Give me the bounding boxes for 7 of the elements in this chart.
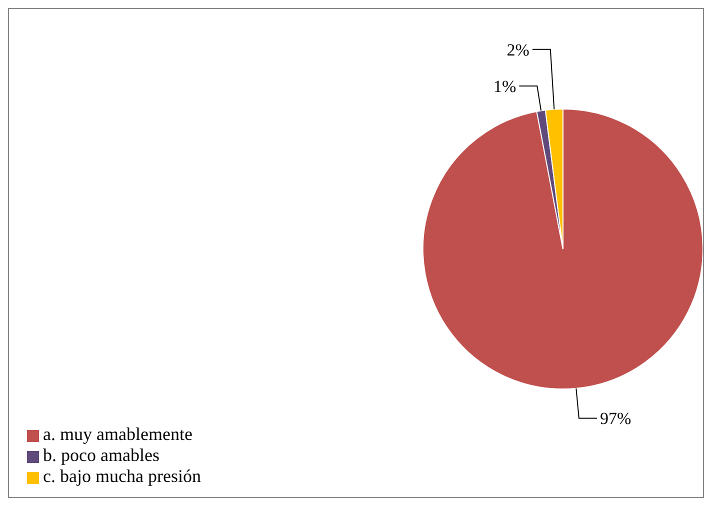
legend-label: b. poco amables bbox=[43, 445, 160, 465]
data-label: 1% bbox=[493, 77, 516, 96]
legend-label: a. muy amablemente bbox=[43, 424, 192, 444]
data-label: 2% bbox=[506, 40, 530, 60]
pie-slice bbox=[422, 108, 703, 390]
legend-label: c. bajo mucha presión bbox=[43, 466, 201, 486]
data-label: 97% bbox=[600, 409, 632, 428]
